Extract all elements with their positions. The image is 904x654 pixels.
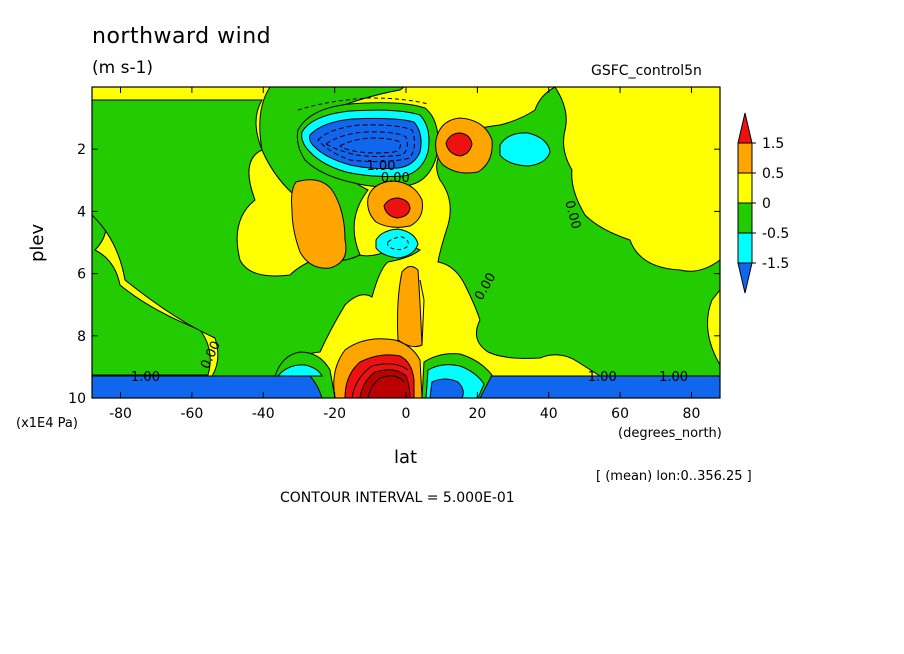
x-tick-label: -60: [180, 406, 203, 422]
contour-label: 1.00: [367, 159, 396, 174]
colorbar-label: 1.5: [762, 136, 784, 152]
colorbar-swatch: [737, 262, 753, 294]
dataset-label: GSFC_control5n: [591, 63, 702, 79]
colorbar-swatch: [737, 232, 753, 264]
green-southern-lower: [92, 99, 421, 377]
y-tick-label: 4: [77, 204, 86, 220]
x-tick-label: -80: [109, 406, 132, 422]
contour-label: 1.00: [588, 370, 617, 385]
x-tick-label: 20: [468, 406, 486, 422]
contour-interval-label: CONTOUR INTERVAL = 5.000E-01: [280, 490, 515, 506]
y-axis-units: (x1E4 Pa): [16, 416, 78, 431]
x-tick-label: -40: [252, 406, 275, 422]
colorbar: 1.5 0.5 0 -0.5 -1.5: [737, 112, 789, 294]
cyan-surface-west: [276, 364, 323, 377]
x-tick-label: 60: [611, 406, 629, 422]
colorbar-swatch: [737, 142, 753, 174]
chart-title: northward wind: [92, 24, 272, 49]
blue-surface-east: [429, 378, 464, 398]
y-axis: 2 4 6 8 10: [68, 142, 720, 407]
y-tick-label: 6: [77, 267, 86, 283]
orange-column: [397, 266, 423, 348]
x-axis-units: (degrees_north): [618, 426, 722, 441]
contour-label: 1.00: [659, 370, 688, 385]
colorbar-swatch: [737, 112, 753, 144]
contour-label: 1.00: [131, 370, 160, 385]
red-mid: [383, 197, 411, 219]
blue-upper-core: [309, 117, 422, 170]
x-tick-label: 40: [540, 406, 558, 422]
contour-label: 0.00: [381, 171, 410, 186]
y-tick-label: 2: [77, 142, 86, 158]
x-axis: -80 -60 -40 -20 0 20 40 60 80: [109, 87, 700, 422]
mean-note: [ (mean) lon:0..356.25 ]: [596, 469, 752, 484]
colorbar-label: -1.5: [762, 256, 789, 272]
y-axis-label: plev: [27, 223, 48, 262]
colorbar-swatch: [737, 172, 753, 204]
colorbar-label: -0.5: [762, 226, 789, 242]
red-upper-north: [445, 132, 473, 157]
units-label: (m s-1): [92, 58, 154, 78]
y-tick-label: 8: [77, 329, 86, 345]
x-tick-label: 0: [402, 406, 411, 422]
y-tick-label: 10: [68, 391, 86, 407]
colorbar-label: 0.5: [762, 166, 784, 182]
plot-area: [92, 87, 720, 398]
cyan-mid: [375, 228, 419, 259]
orange-blob-west: [291, 179, 347, 269]
colorbar-swatch: [737, 202, 753, 234]
contour-label: 0.00: [561, 199, 583, 231]
x-tick-label: -20: [323, 406, 346, 422]
cyan-upper-north: [499, 132, 551, 167]
x-tick-label: 80: [683, 406, 701, 422]
x-axis-label: lat: [394, 447, 418, 468]
colorbar-label: 0: [762, 196, 771, 212]
